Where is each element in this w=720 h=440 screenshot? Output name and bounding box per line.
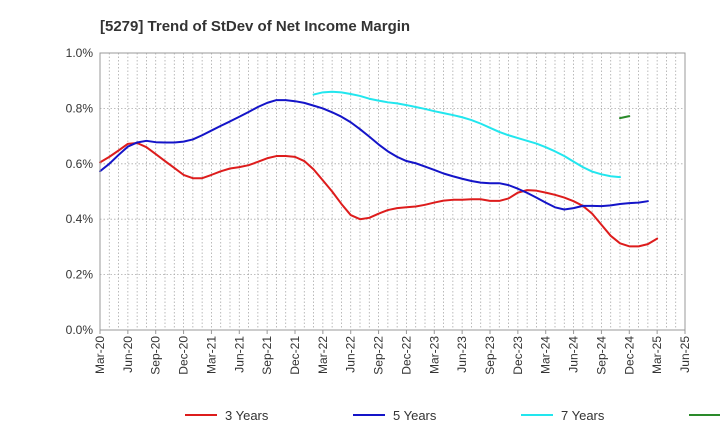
x-tick-label: Dec-24 (622, 336, 636, 375)
x-tick-label: Jun-23 (455, 336, 469, 373)
x-tick-label: Sep-23 (483, 336, 497, 375)
y-tick-label: 0.2% (66, 268, 94, 282)
x-tick-label: Mar-22 (316, 336, 330, 374)
x-tick-label: Jun-25 (678, 336, 692, 373)
x-tick-label: Mar-23 (427, 336, 441, 374)
x-tick-label: Dec-23 (511, 336, 525, 375)
series-line-5-years (99, 99, 649, 211)
y-tick-label: 0.4% (66, 212, 94, 226)
x-tick-label: Mar-21 (204, 336, 218, 374)
x-tick-label: Jun-20 (121, 336, 135, 373)
chart-title: [5279] Trend of StDev of Net Income Marg… (100, 18, 410, 35)
legend-label: 7 Years (561, 408, 605, 423)
y-tick-label: 0.8% (66, 101, 94, 115)
x-tick-label: Mar-25 (650, 336, 664, 374)
series-line-10-years (619, 115, 631, 120)
x-tick-label: Sep-20 (149, 336, 163, 375)
series-lines (99, 90, 659, 248)
x-tick-label: Dec-21 (288, 336, 302, 375)
x-tick-label: Dec-20 (177, 336, 191, 375)
y-tick-label: 0.0% (66, 323, 94, 337)
legend-label: 5 Years (393, 408, 437, 423)
x-tick-label: Jun-21 (232, 336, 246, 373)
y-tick-label: 0.6% (66, 157, 94, 171)
x-tick-label: Sep-21 (260, 336, 274, 375)
x-tick-label: Jun-24 (567, 336, 581, 373)
series-line-7-years (312, 90, 621, 179)
x-tick-label: Sep-22 (372, 336, 386, 375)
grid (100, 53, 685, 330)
legend-label: 3 Years (225, 408, 269, 423)
x-tick-label: Jun-22 (344, 336, 358, 373)
y-axis: 0.0% 0.2% 0.4% 0.6% 0.8% 1.0% (66, 46, 94, 337)
x-tick-label: Mar-20 (93, 336, 107, 374)
x-tick-label: Dec-22 (399, 336, 413, 375)
series-line-3-years (99, 142, 659, 248)
x-tick-label: Mar-24 (539, 336, 553, 374)
x-axis: Mar-20 Jun-20 Sep-20 Dec-20 Mar-21 Jun-21 Sep-… (93, 330, 692, 375)
plot-frame (99, 52, 686, 331)
x-tick-label: Sep-24 (594, 336, 608, 375)
y-tick-label: 1.0% (66, 46, 94, 60)
